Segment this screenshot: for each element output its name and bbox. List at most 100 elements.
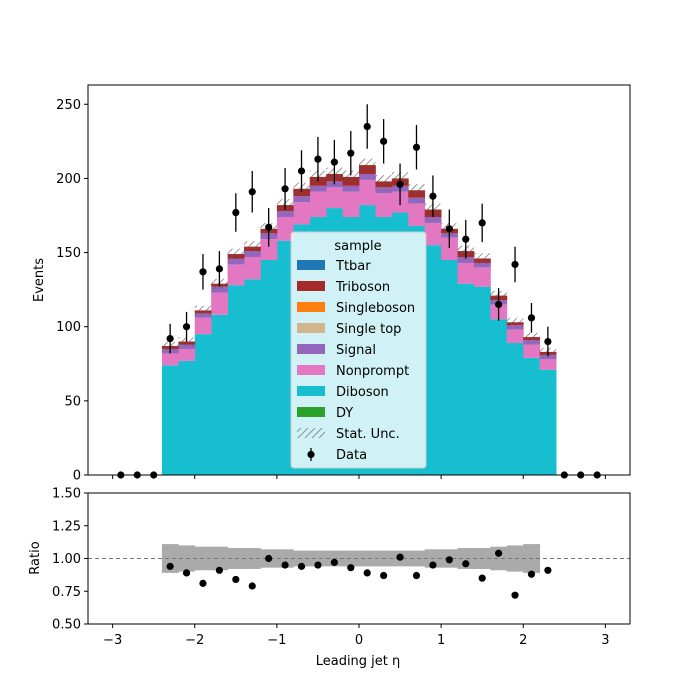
ratio-band-bin (457, 548, 475, 569)
data-point (232, 208, 240, 217)
bar-nonprompt (244, 257, 261, 280)
data-point (215, 265, 223, 273)
x-axis-label: Leading jet η (316, 654, 401, 669)
x-tick-label: 1 (437, 633, 445, 648)
bar-diboson (473, 286, 491, 475)
main-x-ticks (112, 475, 606, 479)
data-point (265, 223, 273, 231)
bar-diboson (539, 369, 557, 475)
bar-nonprompt (194, 317, 212, 335)
bar-diboson (178, 360, 196, 475)
data-point (314, 155, 322, 163)
ratio-point (232, 575, 240, 584)
x-tick-label: 2 (519, 633, 527, 648)
bar-signal (375, 187, 393, 194)
main-y-ticks: 0 50 100 150 200 250 (56, 98, 88, 484)
data-point (495, 300, 503, 309)
legend-label-singleboson: Singleboson (336, 301, 415, 316)
ratio-point (248, 582, 256, 590)
ratio-point (330, 558, 338, 567)
bar-diboson (260, 259, 278, 475)
y-tick-label: 250 (56, 98, 81, 113)
bar-nonprompt (260, 239, 278, 260)
legend-label-signal: Signal (336, 343, 376, 358)
bar-nonprompt (161, 353, 179, 366)
bar-signal (227, 258, 245, 265)
bar-nonprompt (326, 187, 343, 209)
bar-diboson (506, 343, 524, 475)
main-panel: 0 50 100 150 200 250 Events sample Ttbar Tribo… (32, 84, 631, 484)
ratio-point (265, 554, 273, 563)
data-point (511, 260, 519, 269)
data-point (445, 225, 453, 233)
bar-signal (211, 286, 229, 293)
legend-title: sample (334, 239, 381, 254)
bar-diboson (523, 357, 541, 475)
ratio-point (445, 556, 453, 564)
bar-nonprompt (276, 216, 294, 241)
bar-signal (309, 185, 327, 192)
stat-unc-bin (506, 317, 524, 327)
y-tick-label: 0.75 (52, 585, 81, 600)
data-point (182, 323, 191, 331)
bar-nonprompt (211, 292, 229, 315)
ratio-band-bin (309, 550, 327, 567)
bar-nonprompt (523, 344, 541, 358)
bar-signal (293, 196, 311, 203)
ratio-points (166, 549, 552, 599)
data-point (462, 235, 470, 243)
ratio-y-ticks: 0.50 0.75 1.00 1.25 1.50 (52, 487, 88, 633)
legend-swatch (297, 386, 325, 396)
bar-diboson (161, 365, 179, 475)
bar-nonprompt (506, 329, 524, 344)
data-points (117, 104, 601, 479)
ratio-point (166, 562, 174, 570)
ratio-band-bin (359, 550, 376, 567)
bar-signal (523, 340, 541, 345)
legend-swatch (297, 281, 325, 291)
x-tick-label: −3 (103, 633, 122, 648)
legend-label-stat-unc-: Stat. Unc. (336, 427, 400, 442)
bar-nonprompt (178, 348, 196, 361)
stat-unc-bin (408, 184, 425, 197)
ratio-point (527, 570, 536, 578)
bar-diboson (276, 240, 294, 475)
ratio-point (544, 566, 552, 574)
x-tick-label: 3 (601, 633, 609, 648)
data-point (396, 180, 404, 188)
bar-nonprompt (457, 262, 475, 284)
ratio-band-bin (211, 546, 229, 571)
ratio-point (347, 564, 355, 572)
bar-signal (342, 185, 360, 192)
data-point (248, 188, 256, 196)
legend: sample Ttbar Triboson Singleboson Single to… (290, 231, 427, 469)
bar-signal (276, 211, 294, 217)
bar-nonprompt (408, 203, 426, 226)
data-point (281, 185, 289, 193)
ratio-uncertainty-band (161, 544, 541, 573)
data-point (527, 314, 536, 322)
bar-signal (178, 344, 196, 349)
bar-signal (359, 173, 376, 180)
stat-unc-bin (244, 241, 261, 253)
bar-signal (539, 354, 557, 360)
ratio-point (429, 561, 437, 569)
ratio-x-ticks: −3 −2 −1 0 1 2 3 (103, 624, 610, 648)
bar-signal (457, 257, 475, 263)
ratio-point (199, 579, 207, 587)
bar-diboson (490, 319, 508, 475)
stat-unc-bin (523, 332, 540, 342)
bar-diboson (194, 334, 212, 475)
bar-nonprompt (424, 222, 442, 246)
ratio-point (511, 591, 519, 599)
stat-unc-bin (342, 170, 359, 184)
y-tick-label: 0.50 (52, 618, 81, 633)
data-point (380, 137, 388, 145)
y-tick-label: 50 (64, 394, 81, 409)
legend-swatch (297, 407, 325, 417)
bar-signal (408, 197, 426, 204)
y-tick-label: 1.00 (52, 552, 81, 567)
bar-nonprompt (227, 264, 245, 286)
y-tick-label: 1.25 (52, 519, 81, 534)
bar-nonprompt (342, 191, 360, 217)
